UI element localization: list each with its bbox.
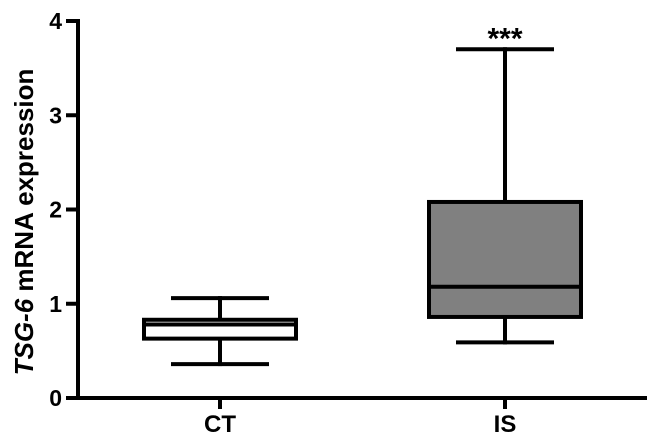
annotations: *** (487, 22, 522, 55)
box-is (427, 47, 583, 345)
iqr-box (427, 199, 583, 319)
significance-marker: *** (487, 22, 522, 55)
box-ct (142, 296, 298, 367)
y-tick-label: 0 (49, 385, 62, 411)
y-axis-label-rest: mRNA expression (9, 69, 39, 299)
x-axis: CT IS (76, 396, 647, 438)
y-tick-label: 1 (49, 291, 62, 317)
y-axis-label-gene: TSG-6 (9, 298, 39, 375)
y-tick-label: 3 (49, 102, 62, 128)
boxes (142, 47, 583, 367)
x-category-label: CT (204, 411, 236, 438)
y-tick-label: 2 (49, 197, 62, 223)
y-axis: 0 1 2 3 4 (49, 8, 80, 411)
x-category-label: IS (494, 411, 517, 438)
y-tick-label: 4 (49, 8, 62, 34)
y-axis-label: TSG-6 mRNA expression (9, 69, 39, 376)
